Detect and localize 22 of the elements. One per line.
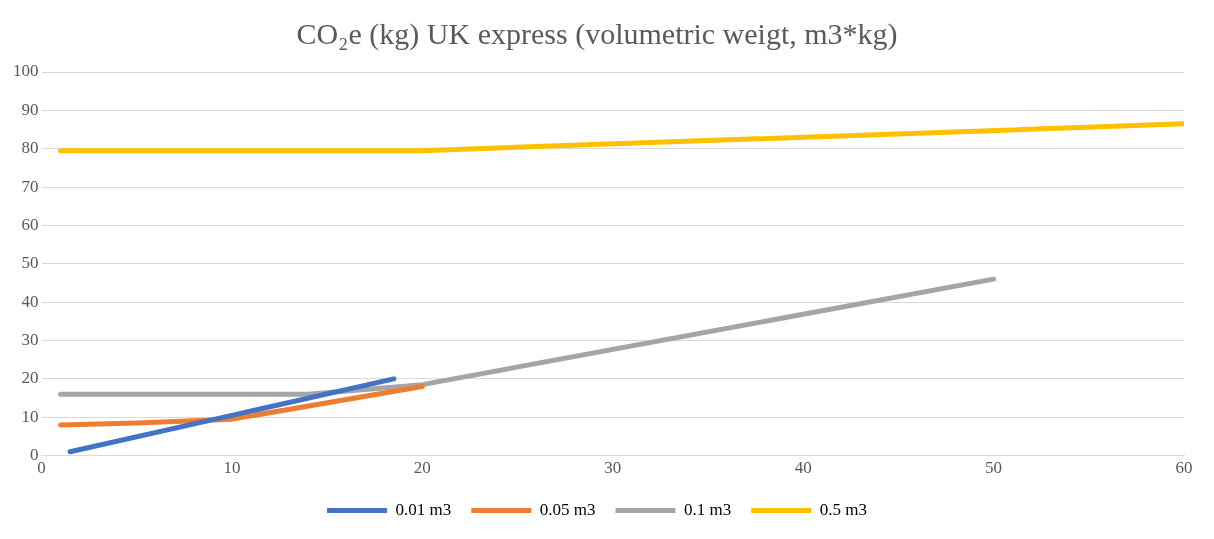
y-tick-label: 10	[21, 406, 39, 426]
legend-label: 0.01 m3	[395, 499, 452, 519]
y-tick-label: 30	[21, 329, 39, 349]
y-tick-label: 70	[21, 176, 39, 196]
y-tick-label: 0	[30, 445, 39, 465]
x-tick-label: 50	[985, 458, 1003, 478]
y-tick-label: 20	[21, 368, 39, 388]
x-tick-label: 40	[794, 458, 812, 478]
x-tick-label: 60	[1175, 458, 1193, 478]
legend-label: 0.5 m3	[819, 499, 867, 519]
x-tick-label: 20	[413, 458, 431, 478]
x-tick-label: 10	[223, 458, 241, 478]
y-tick-label: 50	[21, 253, 39, 273]
legend-label: 0.05 m3	[539, 499, 596, 519]
y-tick-label: 80	[21, 138, 39, 158]
y-tick-label: 40	[21, 291, 39, 311]
chart-title: CO₂e (kg) UK express (volumetric weigt, m3*kg)	[296, 16, 898, 51]
y-tick-label: 60	[21, 214, 39, 234]
x-tick-label: 30	[604, 458, 622, 478]
y-tick-label: 100	[13, 61, 39, 81]
y-tick-label: 90	[21, 99, 39, 119]
legend-label: 0.1 m3	[684, 499, 732, 519]
